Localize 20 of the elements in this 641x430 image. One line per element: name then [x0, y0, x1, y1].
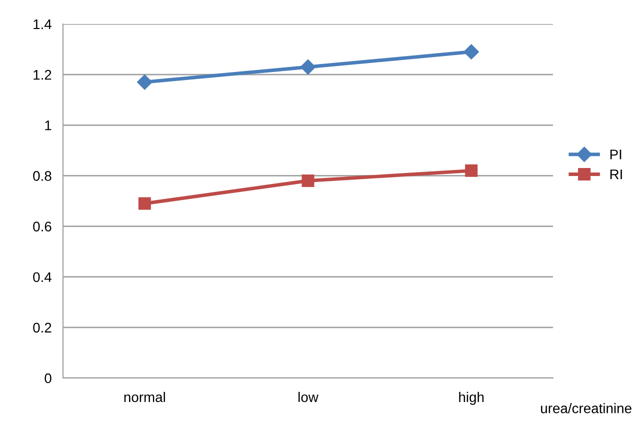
point: [137, 74, 152, 90]
y-tick-label: 0: [44, 373, 52, 384]
point: [138, 197, 151, 210]
x-tick-label: low: [298, 392, 318, 402]
legend-label: PI: [610, 150, 622, 160]
y-tick-label: 1: [45, 120, 52, 130]
point: [465, 164, 478, 177]
point: [464, 44, 479, 60]
point: [302, 174, 314, 188]
x-axis-title: urea/creatinine: [541, 403, 632, 414]
y-tick-label: 1.4: [34, 19, 52, 30]
point: [300, 59, 316, 75]
y-tick-label: 0.6: [33, 222, 52, 232]
y-tick-label: 0.2: [33, 322, 52, 333]
y-tick-label: 0.4: [33, 272, 52, 282]
legend-label: RI: [610, 170, 622, 180]
x-tick-label: high: [459, 392, 484, 405]
y-tick-label: 0.8: [33, 171, 52, 181]
y-tick-label: 1.2: [34, 70, 52, 80]
x-tick-label: normal: [124, 392, 165, 402]
